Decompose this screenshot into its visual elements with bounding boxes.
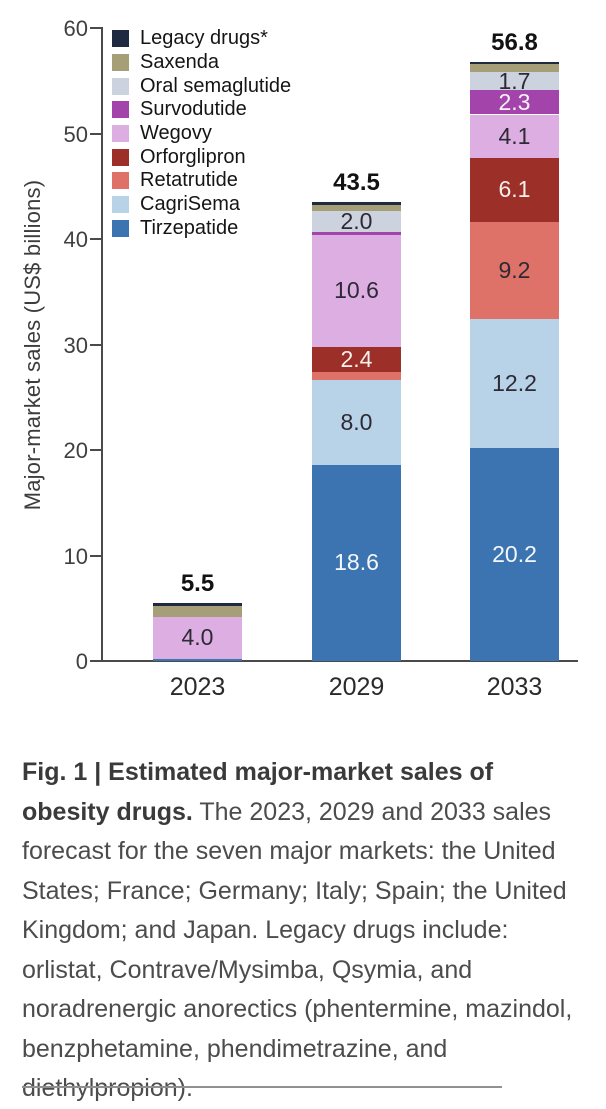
bar-segment: 12.2 (470, 319, 559, 448)
y-tick-label: 30 (63, 332, 88, 358)
bar-segment (470, 61, 559, 64)
segment-value-label: 4.0 (181, 624, 214, 651)
y-tick-mark (90, 343, 102, 346)
bar-segment: 20.2 (470, 447, 559, 661)
bar-total-label: 43.5 (333, 169, 380, 197)
segment-value-label: 10.6 (334, 277, 379, 304)
bar-segment: 1.7 (470, 67, 559, 94)
legend-swatch (112, 101, 129, 119)
figure-caption: Fig. 1 | Estimated major-market sales of… (22, 753, 584, 1109)
bar-segment: 9.2 (470, 222, 559, 320)
legend-label: Saxenda (140, 51, 219, 74)
legend-label: Tirzepatide (140, 216, 239, 239)
legend-swatch (112, 219, 129, 237)
segment-value-label: 8.0 (340, 409, 373, 436)
bar-total-label: 5.5 (180, 569, 215, 597)
legend-item: Survodutide (112, 98, 291, 122)
legend-label: CagriSema (140, 193, 241, 216)
legend-item: CagriSema (112, 193, 291, 217)
bar-segment (312, 202, 401, 206)
bar-segment: 8.0 (312, 380, 401, 465)
bar-segment: 4.0 (153, 616, 242, 659)
legend-label: Survodutide (140, 98, 247, 121)
y-tick-mark (90, 132, 102, 135)
segment-value-label: 12.2 (492, 370, 537, 397)
segment-value-label: 2.4 (340, 345, 373, 372)
bar-segment: 2.4 (312, 345, 401, 372)
bar-segment (153, 606, 242, 617)
legend-swatch (112, 196, 129, 214)
legend-item: Saxenda (112, 51, 291, 75)
legend-swatch (112, 54, 129, 72)
bar-segment (153, 602, 242, 607)
bar-segment: 2.3 (470, 88, 559, 115)
legend-label: Legacy drugs* (140, 27, 268, 50)
bar-segment (312, 231, 401, 235)
bar-segment (312, 205, 401, 211)
bar-segment (470, 63, 559, 73)
y-tick-label: 50 (63, 121, 88, 147)
segment-value-label: 1.7 (498, 67, 531, 94)
bar-segment (312, 371, 401, 381)
legend-swatch (112, 125, 129, 143)
legend-item: Retatrutide (112, 169, 291, 193)
bar-segment: 6.1 (470, 157, 559, 223)
x-axis-line (101, 660, 578, 662)
bar-total-label: 56.8 (491, 28, 538, 56)
x-tick-label: 2023 (169, 673, 226, 701)
y-tick-mark (90, 554, 102, 557)
legend-item: Orforglipron (112, 145, 291, 169)
y-tick-mark (90, 449, 102, 451)
y-axis-line (101, 27, 103, 662)
segment-value-label: 18.6 (334, 549, 379, 576)
legend-swatch (112, 148, 129, 166)
legend-item: Wegovy (112, 122, 291, 146)
legend-label: Orforglipron (140, 145, 246, 168)
legend-label: Oral semaglutide (140, 74, 292, 97)
segment-value-label: 9.2 (498, 257, 531, 284)
y-tick-label: 40 (63, 227, 88, 252)
bar-segment: 2.0 (312, 207, 401, 234)
chart-plot: Major-market sales (US$ billions) 0 10 20 3… (20, 16, 578, 701)
bar-segment (153, 658, 242, 661)
y-tick-mark (90, 660, 102, 662)
caption-body: The 2023, 2029 and 2033 sales forecast f… (22, 797, 573, 1103)
legend-label: Wegovy (140, 122, 212, 145)
segment-value-label: 4.1 (498, 122, 531, 149)
segment-value-label: 2.3 (498, 88, 531, 115)
y-tick-mark (90, 27, 102, 29)
bar-segment: 10.6 (312, 234, 401, 347)
bottom-divider (22, 1086, 502, 1088)
legend-swatch (112, 30, 129, 48)
legend-label: Retatrutide (140, 169, 238, 192)
segment-value-label: 20.2 (492, 540, 537, 567)
legend-item: Oral semaglutide (112, 74, 291, 98)
y-tick-label: 60 (63, 16, 88, 41)
segment-value-label: 2.0 (340, 207, 373, 234)
chart-legend: Legacy drugs* Saxenda Oral semaglutide Surv… (112, 27, 291, 240)
bar-segment: 4.1 (470, 114, 559, 158)
legend-swatch (112, 77, 129, 95)
bar-segment: 18.6 (312, 464, 401, 661)
x-tick-label: 2033 (486, 673, 543, 701)
legend-item: Tirzepatide (112, 217, 291, 241)
y-tick-label: 0 (75, 649, 88, 674)
legend-item: Legacy drugs* (112, 27, 291, 51)
y-tick-label: 20 (63, 438, 88, 463)
caption-title: Fig. 1 | Estimated major-market sales of… (22, 758, 494, 826)
y-tick-mark (90, 238, 102, 240)
y-tick-label: 10 (63, 543, 88, 569)
legend-swatch (112, 172, 129, 190)
x-tick-label: 2029 (328, 673, 385, 701)
segment-value-label: 6.1 (498, 176, 531, 203)
